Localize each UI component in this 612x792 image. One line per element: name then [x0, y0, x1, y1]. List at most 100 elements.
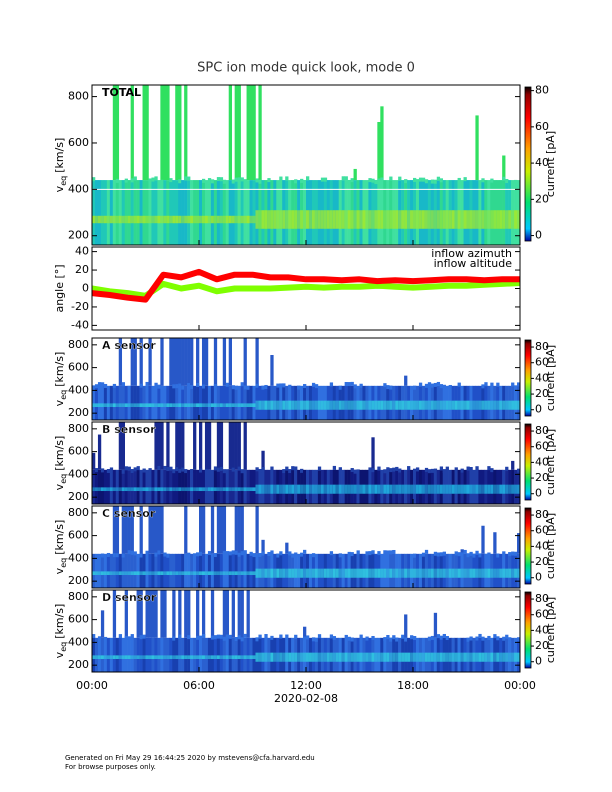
spectrogram-band [496, 484, 500, 494]
spectrogram-edge [240, 469, 244, 474]
spectrogram-band [237, 571, 241, 576]
spectrogram-band [106, 487, 111, 492]
spectrogram-spike [166, 85, 170, 181]
spectrogram-edge [258, 634, 262, 639]
spectrogram-band [154, 215, 158, 224]
y-tick-label: 600 [68, 613, 89, 626]
spectrogram-edge [219, 177, 224, 182]
spectrogram-edge [213, 635, 218, 640]
spectrogram-column [169, 553, 173, 588]
spectrogram-band [273, 652, 277, 662]
spectrogram-band [100, 571, 105, 576]
spectrogram-column [240, 385, 244, 420]
spectrogram-edge [303, 384, 307, 389]
spectrogram-edge [514, 179, 518, 184]
spectrogram-column [193, 553, 197, 588]
spectrogram-band [347, 210, 351, 229]
spectrogram-spike [231, 422, 235, 470]
spectrogram-spike [151, 590, 155, 638]
spectrogram-band [136, 655, 140, 660]
spectrogram-column [228, 553, 232, 588]
spectrogram-band [463, 484, 467, 494]
spectrogram-column [237, 180, 241, 245]
spectrogram-spike [237, 422, 241, 470]
y-axis-label-unit: [km/s] [53, 352, 66, 387]
spectrogram-band [92, 487, 96, 492]
spectrogram-column [199, 385, 203, 420]
spectrogram-edge [190, 468, 194, 473]
y-tick-label: 800 [68, 506, 89, 519]
spectrogram-edge [288, 551, 292, 556]
spectrogram-band [130, 655, 134, 660]
spectrogram-band [413, 652, 417, 662]
spectrogram-spike [124, 506, 128, 554]
spectrogram-edge [448, 384, 452, 389]
spectrogram-band [356, 652, 360, 662]
spectrogram-band [273, 400, 277, 410]
spectrogram-edge [178, 468, 182, 473]
spectrogram-edge [169, 466, 173, 471]
spectrogram-band [118, 655, 123, 660]
spectrogram-column [118, 385, 123, 420]
spectrogram-edge [430, 468, 435, 473]
spectrogram-band [255, 210, 259, 229]
spectrogram-band [282, 400, 286, 410]
spectrogram-band [127, 215, 131, 224]
spectrogram-spike [184, 590, 188, 638]
y-axis-label-sub: eq [59, 176, 68, 186]
spectrogram-band [297, 652, 301, 662]
spectrogram-band [487, 210, 491, 229]
colorbar-tick-label: 40 [535, 623, 549, 636]
spectrogram-band [433, 210, 438, 229]
spectrogram-edge [270, 550, 274, 555]
spectrogram-column [121, 469, 125, 504]
spectrogram-band [320, 400, 325, 410]
spectrogram-band [172, 487, 176, 492]
spectrogram-column [160, 469, 164, 504]
spectrogram-band [359, 568, 363, 578]
spectrogram-spike [163, 85, 167, 181]
spectrogram-edge [172, 384, 176, 389]
spectrogram-column [148, 385, 152, 420]
spectrogram-band [133, 571, 137, 576]
spectrogram-band [410, 484, 414, 494]
spectrogram-band [225, 487, 230, 492]
spectrogram-band [448, 210, 452, 229]
y-tick-label: 200 [68, 229, 89, 242]
spectrogram-band [445, 652, 449, 662]
spectrogram-spike [228, 338, 232, 386]
spectrogram-band [365, 568, 369, 578]
spectrogram-edge [94, 468, 99, 473]
spectrogram-spike [187, 590, 191, 638]
spectrogram-edge [430, 383, 435, 388]
spectrogram-spike [475, 115, 479, 181]
spectrogram-band [199, 215, 203, 224]
spectrogram-column [148, 180, 152, 245]
spectrogram-band [190, 487, 194, 492]
spectrogram-band [169, 571, 173, 576]
spectrogram-column [133, 180, 137, 245]
spectrogram-band [261, 568, 265, 578]
spectrogram-band [499, 210, 503, 229]
spectrogram-band [201, 571, 206, 576]
spectrogram-edge [303, 179, 307, 184]
spectrogram-edge [365, 636, 369, 641]
spectrogram-band [112, 655, 117, 660]
spectrogram-column [178, 180, 182, 245]
spectrogram-band [264, 652, 268, 662]
spectrogram-column [201, 553, 206, 588]
spectrogram-edge [127, 385, 131, 390]
spectrogram-column [193, 385, 197, 420]
spectrogram-edge [424, 383, 429, 388]
spectrogram-column [225, 180, 230, 245]
spectrogram-spike [184, 338, 188, 386]
y-tick-label: -20 [71, 300, 89, 313]
spectrogram-band [279, 652, 283, 662]
spectrogram-edge [460, 468, 464, 473]
spectrogram-band [196, 487, 200, 492]
spectrogram-spike [154, 422, 158, 470]
spectrogram-band [514, 484, 518, 494]
spectrogram-band [454, 210, 458, 229]
spectrogram-band [338, 652, 342, 662]
series-line [91, 268, 520, 303]
